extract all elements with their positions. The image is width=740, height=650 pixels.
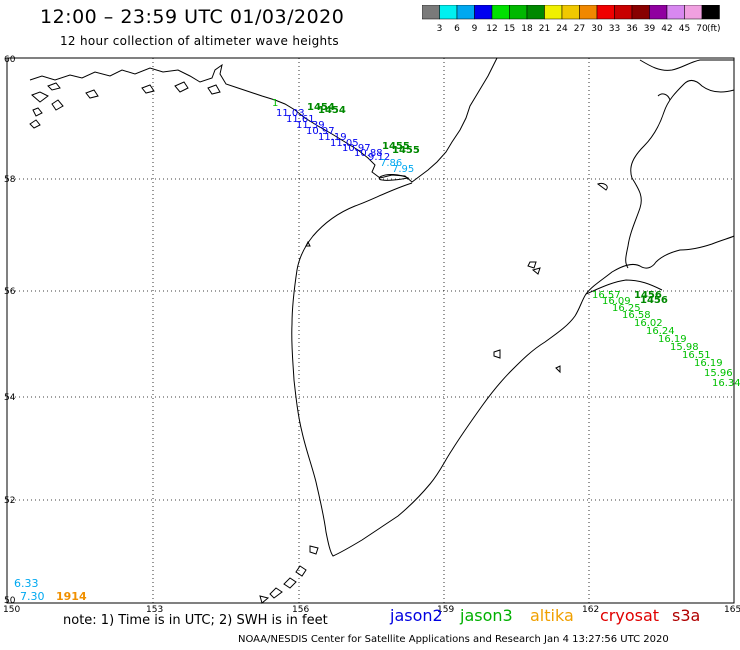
track-value: 16.19 bbox=[658, 334, 687, 345]
lat-label: 58 bbox=[4, 175, 16, 185]
lon-label: 150 bbox=[3, 605, 20, 615]
lon-label: 165 bbox=[724, 605, 740, 615]
lat-label: 52 bbox=[4, 496, 15, 506]
scale-label: 42 bbox=[661, 24, 672, 34]
legend-time: 1914 bbox=[56, 590, 87, 603]
map-frame bbox=[6, 57, 735, 604]
page-title: 12:00 – 23:59 UTC 01/03/2020 bbox=[40, 6, 345, 28]
track-value: 10.97 bbox=[306, 126, 335, 137]
scale-label: 9 bbox=[472, 24, 478, 34]
track-value: 16.19 bbox=[694, 358, 723, 369]
graticule bbox=[7, 58, 734, 603]
scale-label: 39 bbox=[644, 24, 656, 34]
mission-jason3: jason3 bbox=[460, 606, 513, 625]
mission-cryosat: cryosat bbox=[600, 606, 660, 625]
track-time: 1456 bbox=[640, 295, 668, 306]
track-value: 11.03 bbox=[276, 108, 305, 119]
track-value: 15.98 bbox=[670, 342, 699, 353]
track-time: 1454 bbox=[318, 105, 346, 116]
track-value: 16.57 bbox=[592, 290, 621, 301]
lon-label: 159 bbox=[437, 605, 454, 615]
track-a: 1454 1454 1 11.03 11.61 11.39 10.97 11.1… bbox=[272, 98, 420, 175]
track-value: 11.19 bbox=[318, 132, 347, 143]
scale-label: 24 bbox=[556, 24, 568, 34]
track-value: 11.05 bbox=[330, 138, 359, 149]
scale-unit: (ft) bbox=[707, 24, 721, 34]
scale-label: 12 bbox=[486, 24, 497, 34]
scale-label: 33 bbox=[609, 24, 620, 34]
lat-axis-labels: 60 58 56 54 52 50 bbox=[4, 55, 16, 606]
track-value: 16.58 bbox=[622, 310, 651, 321]
track-value: 10.97 bbox=[342, 143, 371, 154]
lon-label: 153 bbox=[146, 605, 163, 615]
legend-value: 7.30 bbox=[20, 590, 45, 603]
track-value: 16.24 bbox=[646, 326, 675, 337]
scale-label: 36 bbox=[626, 24, 638, 34]
track-value: 16.25 bbox=[612, 303, 641, 314]
scale-label: 3 bbox=[437, 24, 443, 34]
track-value: 16.34 bbox=[712, 378, 740, 389]
track-time: 1454 bbox=[307, 102, 335, 113]
track-value: 10.88 bbox=[354, 148, 383, 159]
track-value: 16.02 bbox=[634, 318, 663, 329]
track-time: 1456 bbox=[634, 290, 662, 301]
scale-label: 30 bbox=[591, 24, 603, 34]
scale-label: 70 bbox=[696, 24, 708, 34]
track-value: 16.51 bbox=[682, 350, 711, 361]
mission-s3a: s3a bbox=[672, 606, 701, 625]
track-value: 15.96 bbox=[704, 368, 733, 379]
track-value: 7.86 bbox=[380, 158, 402, 169]
mission-altika: altika bbox=[530, 606, 574, 625]
page-subtitle: 12 hour collection of altimeter wave hei… bbox=[60, 34, 339, 48]
scale-label: 18 bbox=[521, 24, 533, 34]
scale-label: 15 bbox=[504, 24, 515, 34]
lon-label: 162 bbox=[582, 605, 599, 615]
lat-label: 50 bbox=[4, 596, 16, 606]
coastline bbox=[29, 57, 735, 604]
lon-axis-labels: 150 153 156 159 162 165 bbox=[3, 605, 740, 615]
track-b: 1456 1456 16.57 16.09 16.25 16.58 16.02 … bbox=[592, 290, 740, 389]
mission-jason2: jason2 bbox=[390, 606, 443, 625]
scale-swatch bbox=[701, 5, 720, 20]
scale-label: 27 bbox=[574, 24, 585, 34]
credit-line: NOAA/NESDIS Center for Satellite Applica… bbox=[238, 634, 669, 645]
track-value: 9.12 bbox=[368, 152, 390, 163]
lat-label: 56 bbox=[4, 287, 16, 297]
lon-label: 156 bbox=[292, 605, 309, 615]
track-value: 11.61 bbox=[286, 114, 315, 125]
lat-label: 60 bbox=[4, 55, 16, 65]
track-value: 16.09 bbox=[602, 296, 631, 307]
scale-label: 21 bbox=[539, 24, 550, 34]
footer-note: note: 1) Time is in UTC; 2) SWH is in fe… bbox=[63, 613, 328, 628]
track-value: 7.95 bbox=[392, 164, 414, 175]
scale-label: 45 bbox=[679, 24, 690, 34]
color-scale: 3 6 9 12 15 18 21 24 27 30 33 36 39 42 45 70 (ft) bbox=[422, 5, 721, 34]
track-value: 11.39 bbox=[296, 120, 325, 131]
legend-value: 6.33 bbox=[14, 577, 39, 590]
scale-label: 6 bbox=[454, 24, 460, 34]
track-time: 1455 bbox=[392, 145, 420, 156]
track-value: 1 bbox=[272, 98, 278, 109]
track-time: 1455 bbox=[382, 141, 410, 152]
lat-label: 54 bbox=[4, 393, 16, 403]
